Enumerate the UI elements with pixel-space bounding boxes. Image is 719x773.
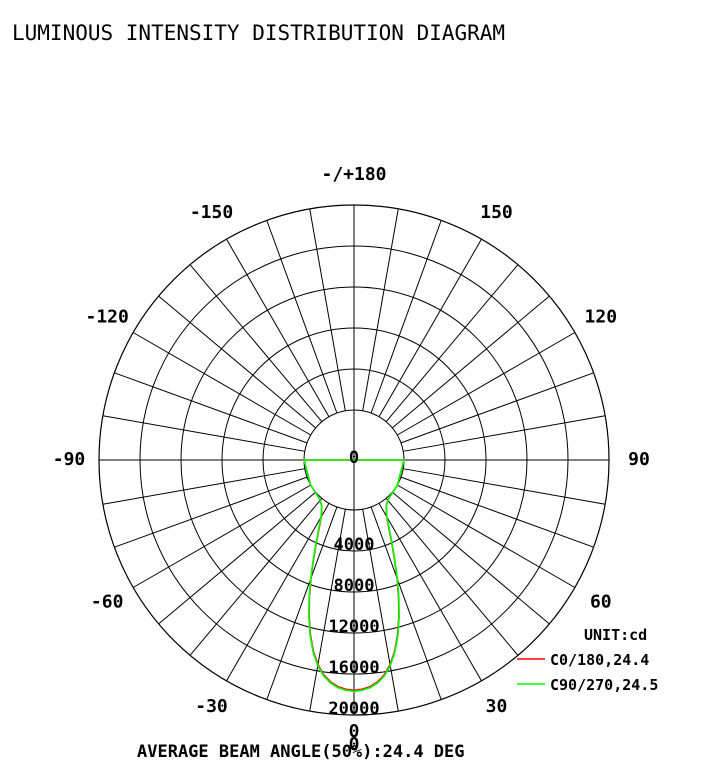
grid-spoke (132, 484, 311, 588)
legend-label: C0/180,24.4 (550, 651, 649, 669)
grid-spoke (266, 220, 338, 414)
angle-label: -90 (53, 449, 86, 470)
grid-spoke (400, 476, 594, 548)
grid-spoke (362, 208, 399, 411)
legend-label: C90/270,24.5 (550, 676, 658, 694)
grid-spoke (370, 506, 442, 700)
grid-spoke (378, 238, 482, 417)
intensity-curve (303, 459, 405, 693)
grid-spoke (397, 484, 576, 588)
grid-spoke (385, 264, 519, 423)
grid-spoke (309, 208, 346, 411)
radial-label: 4000 (334, 535, 375, 555)
grid-spoke (226, 503, 330, 682)
grid-spoke (102, 468, 305, 505)
grid-spoke (309, 509, 346, 712)
radial-labels: 0 4000 8000 12000 16000 20000 (328, 448, 379, 719)
chart-title: LUMINOUS INTENSITY DISTRIBUTION DIAGRAM (12, 21, 505, 45)
radial-label: 8000 (334, 576, 375, 596)
grid-spoke (403, 468, 606, 505)
polar-grid (98, 204, 610, 716)
angle-label: -150 (190, 202, 233, 223)
legend: C0/180,24.4 C90/270,24.5 (517, 651, 658, 694)
grid-spoke (385, 497, 519, 656)
grid-spoke (391, 491, 550, 625)
angle-label: 90 (628, 449, 650, 470)
radial-label: 20000 (328, 699, 379, 719)
angle-label: -120 (86, 307, 129, 328)
grid-spoke (391, 295, 550, 429)
grid-spoke (132, 332, 311, 436)
grid-spoke (370, 220, 442, 414)
angle-label: -/+180 (321, 164, 386, 185)
grid-spoke (403, 415, 606, 452)
grid-spoke (400, 372, 594, 444)
grid-spoke (102, 415, 305, 452)
grid-spoke (158, 295, 317, 429)
angle-labels: 0 30 60 90 120 150 -/+180 -150 -120 -90 -60 -30 0 (53, 164, 650, 755)
grid-spoke (362, 509, 399, 712)
intensity-curves (303, 459, 405, 693)
angle-label: 30 (486, 696, 508, 717)
angle-label: 120 (585, 307, 618, 328)
radial-label: 0 (349, 448, 359, 468)
grid-spoke (378, 503, 482, 682)
grid-spoke (266, 506, 338, 700)
beam-angle-footer: AVERAGE BEAM ANGLE(50%):24.4 DEG (137, 742, 465, 762)
angle-label: 0 (349, 734, 360, 755)
angle-label: -30 (195, 696, 228, 717)
radial-label: 16000 (328, 658, 379, 678)
grid-spoke (189, 497, 323, 656)
angle-label: -60 (91, 592, 124, 613)
grid-spoke (114, 372, 308, 444)
grid-spoke (189, 264, 323, 423)
radial-label: 12000 (328, 617, 379, 637)
angle-label: 60 (590, 592, 612, 613)
grid-spoke (226, 238, 330, 417)
unit-label: UNIT:cd (584, 626, 647, 644)
grid-spoke (158, 491, 317, 625)
angle-label: 150 (480, 202, 513, 223)
grid-spoke (397, 332, 576, 436)
angle-label: 0 (349, 721, 360, 742)
grid-spoke (114, 476, 308, 548)
